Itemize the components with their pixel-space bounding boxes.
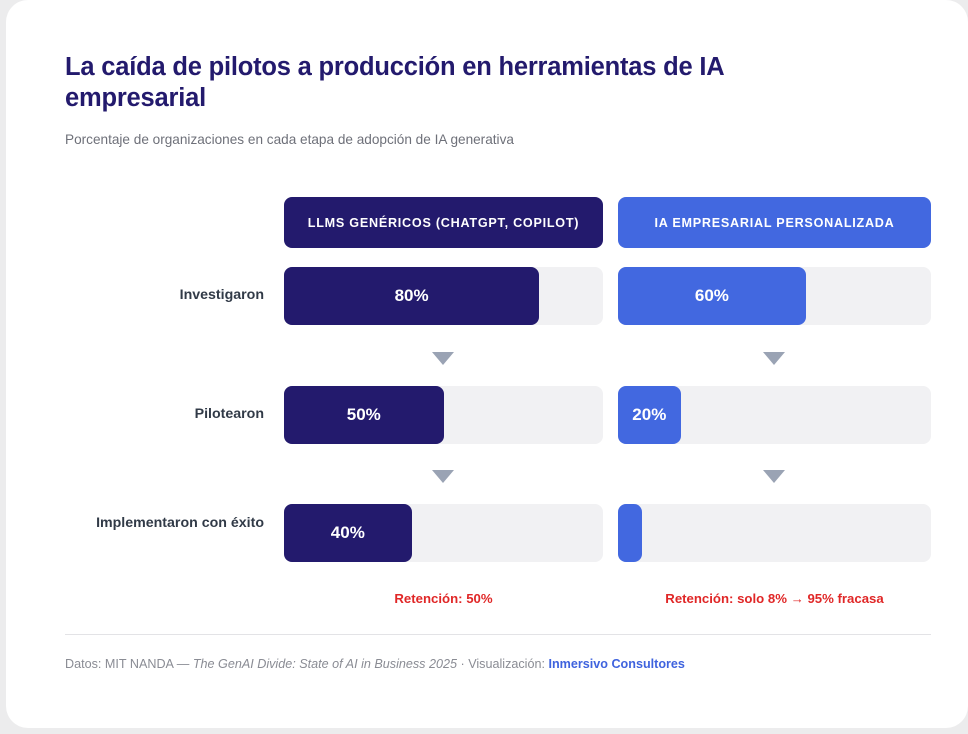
chevron-down-icon — [432, 352, 454, 365]
page-subtitle: Porcentaje de organizaciones en cada eta… — [65, 132, 514, 147]
bar-generic-pilotearon: 50% — [284, 386, 444, 444]
bar-generic-implementaron: 40% — [284, 504, 412, 562]
bar-value: 5% — [630, 523, 642, 542]
chevron-down-icon — [763, 470, 785, 483]
column-header-generic-llms: LLMS GENÉRICOS (CHATGPT, COPILOT) — [284, 197, 603, 248]
bar-value: 60% — [694, 286, 729, 305]
column-header-label: LLMS GENÉRICOS (CHATGPT, COPILOT) — [307, 215, 580, 230]
row-label-implementaron: Implementaron con éxito — [96, 515, 264, 531]
bar-custom-pilotearon: 20% — [618, 386, 681, 444]
funnel-chart: LLMS GENÉRICOS (CHATGPT, COPILOT) IA EMP… — [6, 0, 968, 728]
footer-brand-link[interactable]: Inmersivo Consultores — [548, 657, 685, 671]
chevron-down-icon — [432, 470, 454, 483]
bar-track: 60% — [618, 267, 931, 325]
retention-note-generic: Retención: 50% — [394, 591, 493, 606]
footer-divider — [65, 634, 931, 635]
chart-card: La caída de pilotos a producción en herr… — [6, 0, 968, 728]
bar-track: 50% — [284, 386, 603, 444]
chevron-down-icon — [763, 352, 785, 365]
bar-value: 20% — [632, 405, 667, 424]
column-header-label: IA EMPRESARIAL PERSONALIZADA — [654, 215, 895, 230]
source-footer: Datos: MIT NANDA — The GenAI Divide: Sta… — [65, 656, 685, 673]
bar-value: 80% — [394, 286, 429, 305]
footer-middle: · Visualización: — [457, 657, 549, 671]
row-label-pilotearon: Pilotearon — [194, 406, 264, 422]
chart-header: La caída de pilotos a producción en herr… — [65, 52, 865, 149]
bar-track: 20% — [618, 386, 931, 444]
footer-report-title: The GenAI Divide: State of AI in Busines… — [192, 657, 457, 671]
column-header-custom-enterprise-ai: IA EMPRESARIAL PERSONALIZADA — [618, 197, 931, 248]
bar-track: 5% — [618, 504, 931, 562]
bar-custom-implementaron: 5% — [618, 504, 642, 562]
bar-value: 40% — [330, 523, 365, 542]
bar-generic-investigaron: 80% — [284, 267, 540, 325]
retention-note-custom: Retención: solo 8% → 95% fracasa — [665, 591, 884, 606]
bar-track: 40% — [284, 504, 603, 562]
footer-prefix: Datos: MIT NANDA — — [65, 657, 193, 671]
bar-custom-investigaron: 60% — [618, 267, 806, 325]
bar-value: 50% — [346, 405, 381, 424]
page-title: La caída de pilotos a producción en herr… — [65, 53, 724, 112]
row-label-investigaron: Investigaron — [179, 287, 264, 303]
bar-track: 80% — [284, 267, 603, 325]
